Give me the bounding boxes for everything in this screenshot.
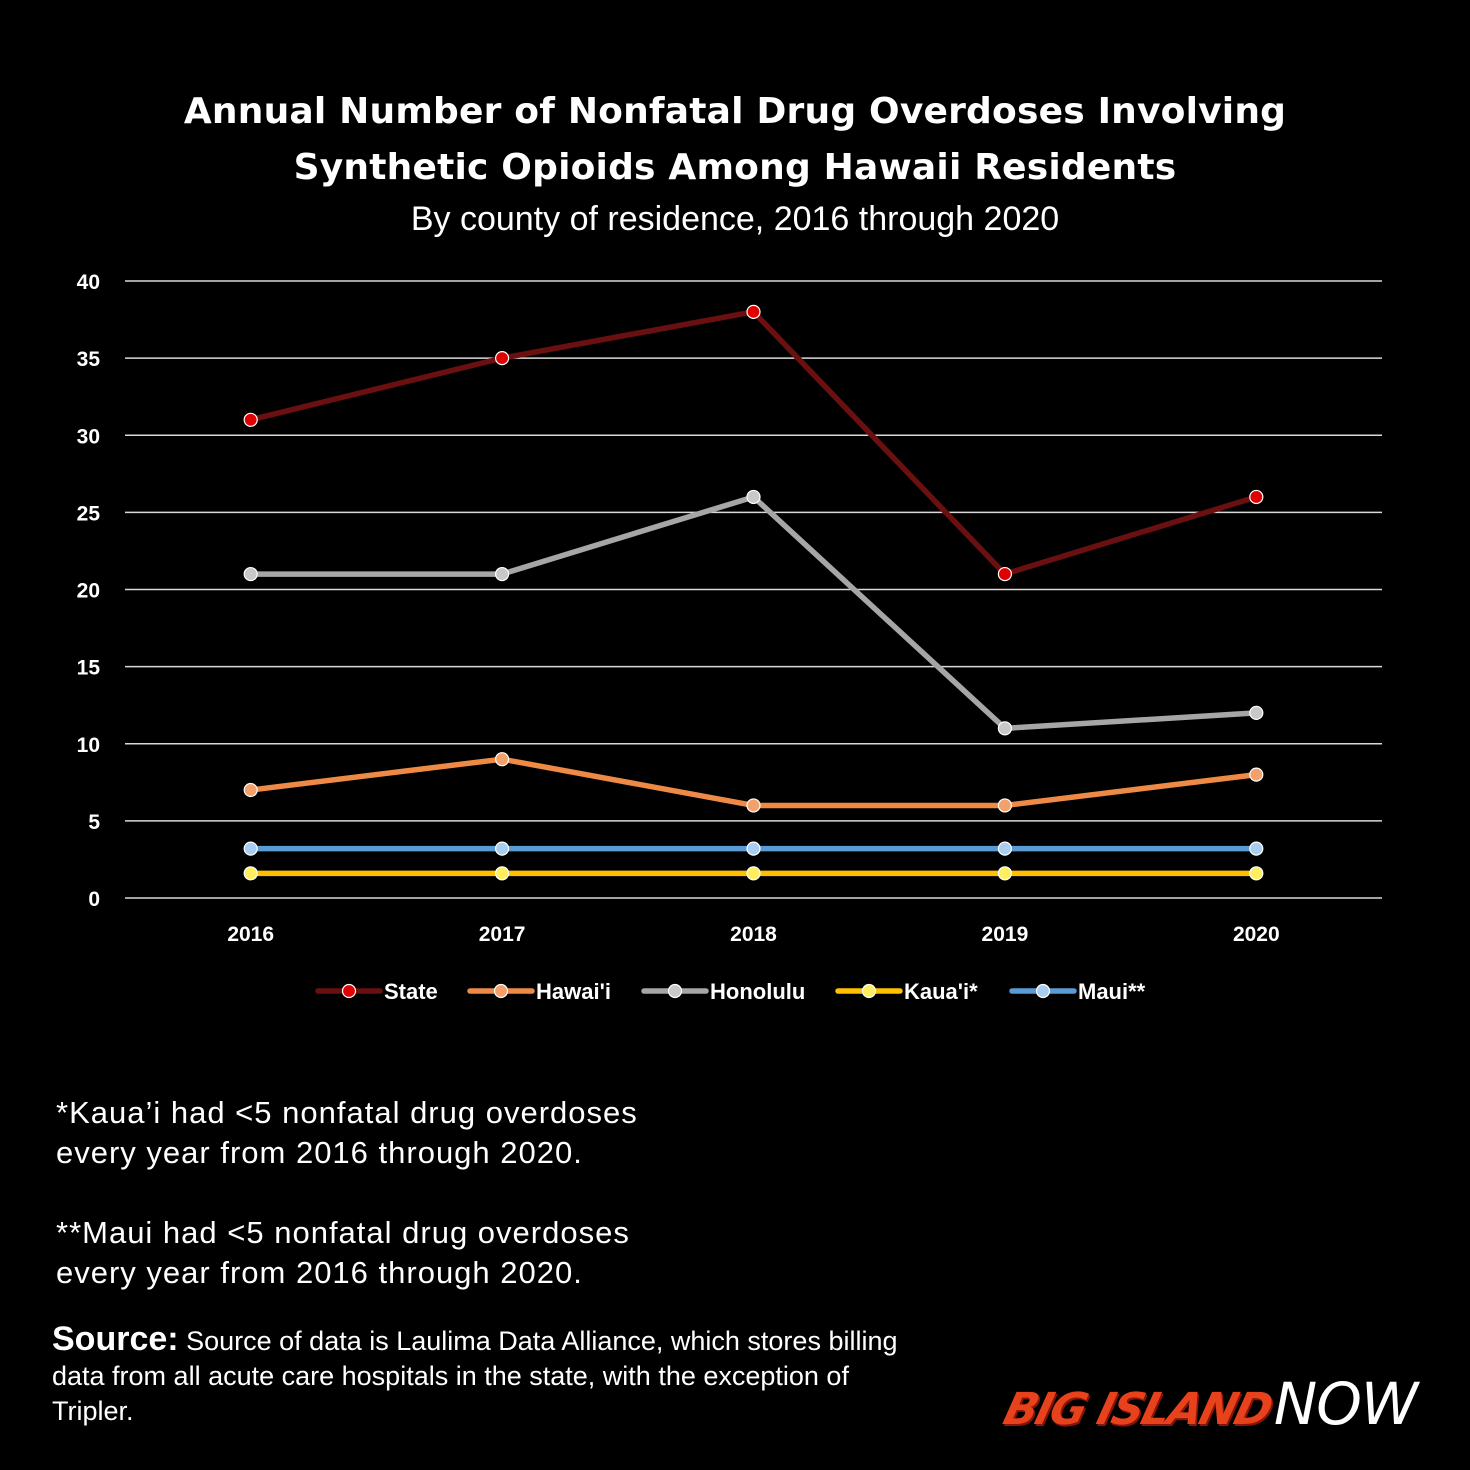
data-point-kauai — [495, 866, 510, 881]
y-tick-label: 0 — [88, 888, 100, 911]
legend-label: Maui** — [1078, 979, 1146, 1004]
data-point-honolulu — [495, 566, 510, 582]
data-point-state — [243, 412, 258, 427]
y-tick-label: 20 — [77, 580, 100, 603]
x-tick-label: 2020 — [1233, 923, 1280, 946]
logo-now-text: NOW — [1273, 1370, 1418, 1438]
x-tick-label: 2018 — [730, 923, 777, 946]
y-tick-label: 40 — [77, 271, 100, 294]
data-point-state — [997, 566, 1013, 582]
y-tick-label: 25 — [77, 502, 101, 525]
legend-label: State — [384, 979, 438, 1004]
chart-subtitle: By county of residence, 2016 through 202… — [410, 200, 1060, 238]
source-note: Source: Source of data is Laulima Data A… — [52, 1322, 932, 1429]
data-point-honolulu — [1249, 705, 1264, 721]
legend-label: Hawai'i — [536, 979, 611, 1004]
data-point-kauai — [1249, 866, 1264, 881]
line-chart: 0 5 10 15 20 25 30 35 40 2016 2017 2018 2019 2020 Stat… — [77, 271, 1382, 1004]
big-island-now-logo: BIG ISLANDNOW — [999, 1370, 1419, 1440]
x-tick-label: 2017 — [479, 923, 526, 946]
legend-label: Honolulu — [710, 979, 805, 1004]
data-point-maui — [495, 841, 510, 856]
legend-swatch-marker — [861, 983, 877, 999]
y-tick-label: 10 — [77, 734, 100, 757]
data-point-hawaii — [243, 782, 258, 798]
y-tick-label: 35 — [77, 348, 101, 371]
data-point-honolulu — [243, 566, 258, 582]
data-point-hawaii — [746, 798, 761, 813]
data-point-honolulu — [746, 489, 761, 505]
data-point-kauai — [243, 866, 258, 881]
series-line-state — [247, 309, 1260, 577]
legend-swatch-marker — [493, 983, 509, 999]
data-point-state — [495, 351, 510, 366]
logo-big-island-text: BIG ISLAND — [998, 1384, 1277, 1435]
chart-title-line-1: Annual Number of Nonfatal Drug Overdoses… — [183, 91, 1287, 132]
data-point-maui — [997, 841, 1013, 856]
maui-footnote: **Maui had <5 nonfatal drug overdoses ev… — [56, 1213, 630, 1293]
source-text: Source of data is Laulima Data Alliance,… — [52, 1326, 898, 1426]
y-tick-label: 15 — [77, 657, 101, 680]
y-tick-label: 5 — [88, 811, 100, 834]
chart-title-line-2: Synthetic Opioids Among Hawaii Residents — [293, 147, 1177, 188]
y-tick-label: 30 — [77, 425, 100, 448]
source-label: Source: — [52, 1320, 179, 1358]
kauai-footnote-line-1: *Kaua’i had <5 nonfatal drug overdoses — [56, 1095, 638, 1130]
data-point-state — [746, 304, 761, 319]
data-point-maui — [1249, 841, 1264, 856]
data-point-state — [1249, 489, 1264, 505]
maui-footnote-line-2: every year from 2016 through 2020. — [56, 1255, 583, 1290]
data-point-kauai — [997, 866, 1013, 881]
series-line-honolulu — [247, 494, 1260, 732]
data-point-hawaii — [997, 798, 1013, 813]
data-point-honolulu — [997, 721, 1013, 736]
legend-label: Kaua'i* — [904, 979, 978, 1004]
data-point-hawaii — [495, 752, 510, 767]
data-point-hawaii — [1249, 767, 1264, 782]
legend-swatch-marker — [341, 983, 357, 999]
x-tick-label: 2016 — [227, 923, 274, 946]
kauai-footnote-line-2: every year from 2016 through 2020. — [56, 1135, 583, 1170]
legend-swatch-marker — [1035, 983, 1051, 999]
kauai-footnote: *Kaua’i had <5 nonfatal drug overdoses e… — [56, 1093, 638, 1173]
data-point-kauai — [746, 866, 761, 881]
legend-swatch-marker — [667, 983, 683, 999]
x-tick-label: 2019 — [982, 923, 1029, 946]
maui-footnote-line-1: **Maui had <5 nonfatal drug overdoses — [56, 1215, 630, 1250]
data-point-maui — [746, 841, 761, 856]
data-point-maui — [243, 841, 258, 856]
